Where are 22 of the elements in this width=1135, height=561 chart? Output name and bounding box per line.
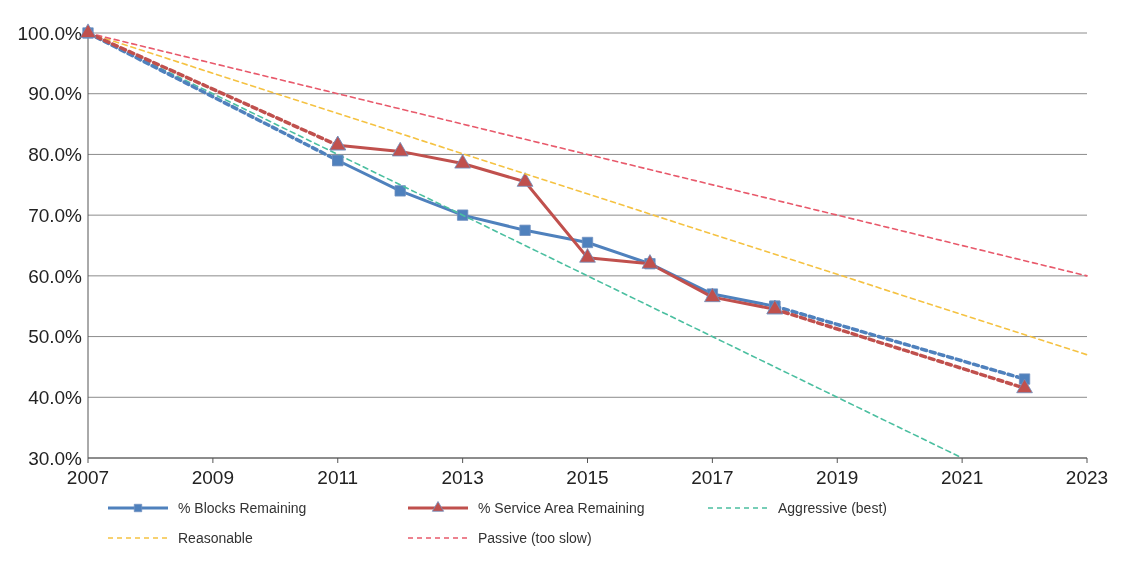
y-tick-label: 50.0% [28, 326, 83, 348]
y-tick-label: 100.0% [17, 22, 83, 44]
x-tick-label: 2015 [566, 467, 609, 488]
y-tick-label: 80.0% [28, 144, 83, 166]
y-tick-label: 70.0% [28, 204, 83, 226]
legend-label: % Service Area Remaining [478, 499, 645, 516]
legend-label: Aggressive (best) [778, 499, 887, 516]
x-tick-label: 2013 [441, 467, 484, 488]
y-tick-label: 90.0% [28, 83, 83, 105]
x-tick-label: 2011 [317, 467, 359, 488]
legend-label: % Blocks Remaining [178, 499, 307, 516]
legend-label: Reasonable [178, 529, 253, 546]
legend-label: Passive (too slow) [478, 529, 592, 546]
x-tick-label: 2023 [1065, 467, 1109, 488]
x-tick-label: 2009 [191, 467, 235, 488]
y-tick-label: 60.0% [28, 265, 83, 287]
x-tick-label: 2021 [940, 467, 984, 488]
x-tick-label: 2019 [816, 467, 859, 488]
y-tick-label: 30.0% [28, 447, 83, 469]
x-tick-label: 2007 [66, 467, 110, 488]
x-tick-label: 2017 [691, 467, 734, 488]
y-tick-label: 40.0% [28, 386, 83, 408]
